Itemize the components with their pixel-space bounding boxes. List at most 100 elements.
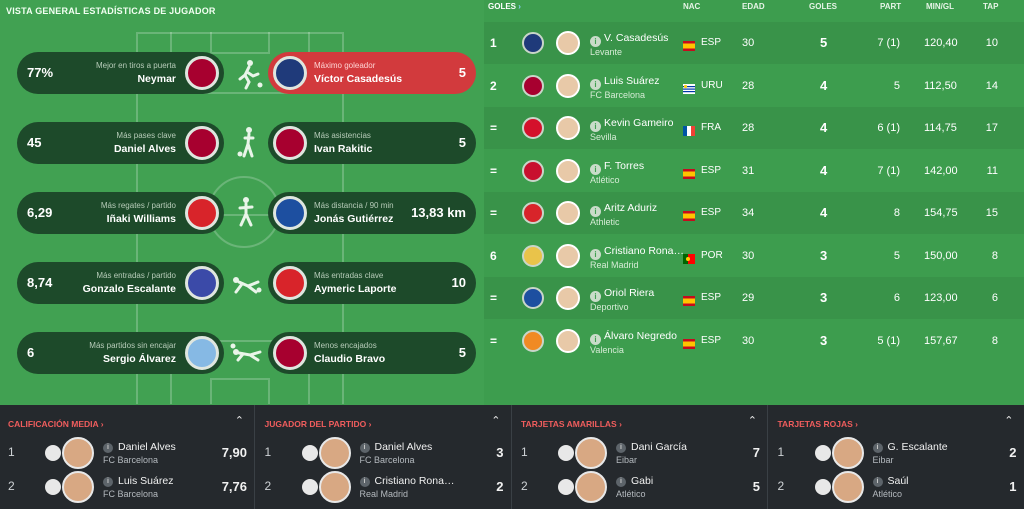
panel-title-link[interactable]: TARJETAS AMARILLAS › [521,419,622,429]
info-icon[interactable]: i [616,477,626,487]
col-header-tap[interactable]: TAP [983,2,999,11]
info-icon[interactable]: i [590,333,601,345]
club-badge-icon[interactable] [522,202,544,224]
player-face-icon[interactable] [556,243,580,268]
player-face-icon[interactable] [556,286,580,310]
panel-title-link[interactable]: TARJETAS ROJAS › [778,419,858,429]
player-name[interactable]: Cristiano Rona… [604,244,684,257]
club-name[interactable]: Real Madrid [359,489,409,499]
player-name[interactable]: F. Torres [604,159,645,172]
table-row[interactable]: 6 i Cristiano Rona… Real Madrid POR 30 3 5 150,0… [484,235,1024,277]
player-face-icon[interactable] [318,437,351,469]
player-face-icon[interactable] [556,73,580,98]
info-icon[interactable]: i [590,206,601,217]
player-name[interactable]: G. Escalante [887,441,948,453]
chevron-up-icon[interactable]: ⌃ [1004,415,1014,427]
list-item[interactable]: 1 i Dani García Eibar 7 [513,436,768,470]
info-icon[interactable]: i [590,121,601,132]
club-badge-icon[interactable] [814,445,831,461]
club-badge-icon[interactable] [814,479,831,495]
club-badge-icon[interactable] [522,74,544,97]
info-icon[interactable]: i [590,36,601,47]
chevron-up-icon[interactable]: ⌃ [491,415,501,427]
stat-card-5[interactable]: 6,29 Más regates / partido Iñaki Williams [17,192,224,234]
club-name[interactable]: FC Barcelona [359,455,415,465]
info-icon[interactable]: i [359,477,370,487]
club-name[interactable]: Eibar [616,455,638,465]
stat-card-1[interactable]: 77% Mejor en tiros a puerta Neymar [17,52,224,94]
player-face-icon[interactable] [556,31,580,55]
table-row[interactable]: = i Aritz Aduriz Athletic ESP 34 4 8 154,75 15 [484,192,1024,234]
player-face-icon[interactable] [556,328,580,353]
player-face-icon[interactable] [831,471,864,503]
info-icon[interactable]: i [590,78,601,90]
info-icon[interactable]: i [616,443,626,453]
info-icon[interactable]: i [590,248,601,260]
table-row[interactable]: = i F. Torres Atlético ESP 31 4 7 (1) 142,00 11 [484,150,1024,192]
club-badge-icon[interactable] [558,445,574,461]
player-face-icon[interactable] [575,471,607,503]
club-badge-icon[interactable] [522,329,544,352]
club-name[interactable]: Athletic [590,217,620,227]
player-face-icon[interactable] [556,158,580,183]
player-name[interactable]: Daniel Alves [118,441,176,453]
list-item[interactable]: 2 i Cristiano Rona… Real Madrid 2 [257,470,512,504]
player-name[interactable]: Oriol Riera [604,287,655,299]
club-badge-icon[interactable] [522,117,544,139]
stat-card-8[interactable]: 10 Más entradas clave Aymeric Laporte [268,262,476,304]
table-row[interactable]: 1 i V. Casadesús Levante ESP 30 5 7 (1) 120,40 10 [484,22,1024,64]
info-icon[interactable]: i [103,477,113,487]
player-name[interactable]: Daniel Alves [374,441,433,453]
club-badge-icon[interactable] [301,445,318,461]
info-icon[interactable]: i [872,477,883,487]
player-name[interactable]: Kevin Gameiro [604,117,674,129]
club-badge-icon[interactable] [522,287,544,309]
list-item[interactable]: 1 i Daniel Alves FC Barcelona 7,90 [0,436,255,470]
club-badge-icon[interactable] [522,244,544,267]
stat-card-9[interactable]: 6 Más partidos sin encajar Sergio Álvarez [17,332,224,374]
club-name[interactable]: Levante [590,47,623,57]
club-badge-icon[interactable] [558,479,574,495]
table-row[interactable]: = i Oriol Riera Deportivo ESP 29 3 6 123,00 6 [484,277,1024,319]
info-icon[interactable]: i [359,443,370,453]
club-name[interactable]: Deportivo [590,302,629,312]
table-row[interactable]: = i Álvaro Negredo Valencia ESP 30 3 5 (1) 157,6… [484,320,1024,362]
stat-card-4[interactable]: 5 Más asistencias Ivan Rakitic [268,122,476,164]
player-face-icon[interactable] [62,437,94,469]
panel-title-link[interactable]: JUGADOR DEL PARTIDO › [265,419,372,429]
club-badge-icon[interactable] [45,479,61,495]
club-name[interactable]: Real Madrid [590,259,639,270]
info-icon[interactable]: i [590,163,601,175]
club-badge-icon[interactable] [522,32,544,54]
col-header-goles[interactable]: GOLES [809,2,838,11]
chevron-up-icon[interactable]: ⌃ [234,415,244,427]
stat-card-3[interactable]: 45 Más pases clave Daniel Alves [17,122,224,164]
player-face-icon[interactable] [575,437,607,469]
player-face-icon[interactable] [62,471,94,503]
table-row[interactable]: 2 i Luis Suárez FC Barcelona URU 28 4 5 112,50 14 [484,65,1024,107]
club-name[interactable]: FC Barcelona [590,89,646,100]
col-header-mingl[interactable]: MIN/GL [926,2,954,11]
list-item[interactable]: 2 i Gabi Atlético 5 [513,470,768,504]
club-badge-icon[interactable] [522,159,544,182]
club-name[interactable]: Atlético [590,174,620,185]
player-face-icon[interactable] [318,471,351,503]
player-name[interactable]: Dani García [631,441,688,453]
player-name[interactable]: V. Casadesús [604,32,669,44]
club-name[interactable]: Sevilla [590,132,617,142]
chevron-up-icon[interactable]: ⌃ [747,415,757,427]
club-name[interactable]: Eibar [872,455,894,465]
player-name[interactable]: Luis Suárez [604,74,660,87]
club-name[interactable]: Atlético [616,489,646,499]
col-header-part[interactable]: PART [880,2,902,11]
list-item[interactable]: 2 i Luis Suárez FC Barcelona 7,76 [0,470,255,504]
player-face-icon[interactable] [556,201,580,225]
club-name[interactable]: Atlético [872,489,903,499]
info-icon[interactable]: i [872,443,883,453]
panel-title-link[interactable]: CALIFICACIÓN MEDIA › [8,419,104,429]
stat-card-7[interactable]: 8,74 Más entradas / partido Gonzalo Escala… [17,262,224,304]
list-item[interactable]: 2 i Saúl Atlético 1 [770,470,1024,504]
player-name[interactable]: Aritz Aduriz [604,202,658,214]
col-header-nac[interactable]: NAC [683,2,701,11]
club-name[interactable]: FC Barcelona [103,455,159,465]
